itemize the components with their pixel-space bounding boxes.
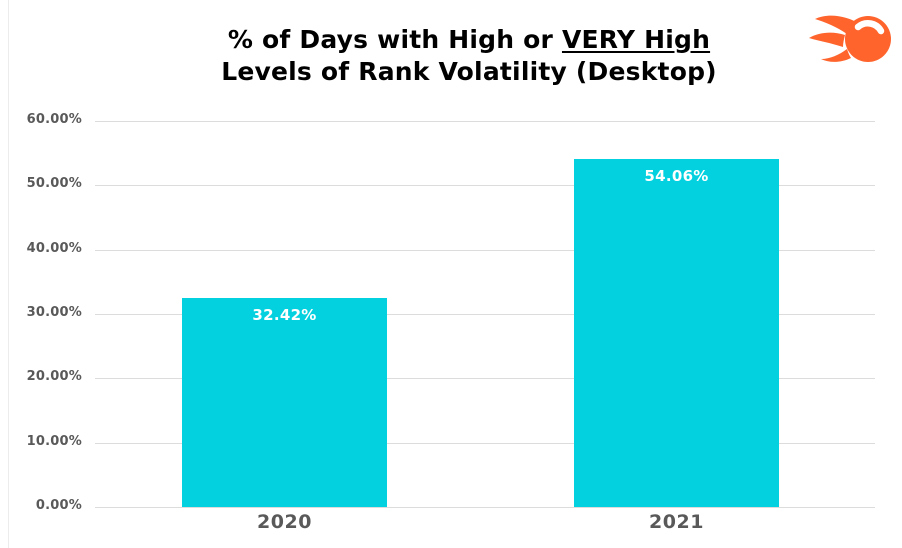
gridline-row-10: 10.00% [0,434,902,449]
gridline-row-30: 30.00% [0,305,902,320]
x-axis-label-2020: 2020 [257,511,312,533]
gridline-row-50: 50.00% [0,176,902,191]
bar-2020: 32.42% [182,298,387,507]
x-axis-label-2021: 2021 [649,511,704,533]
gridline-row-60: 60.00% [0,112,902,127]
chart-title: % of Days with High or VERY High Levels … [0,24,902,88]
y-axis-tick-label: 60.00% [26,112,82,127]
semrush-logo-icon [809,15,891,62]
y-axis-tick-label: 10.00% [26,434,82,449]
logo-ball-highlight [854,20,885,35]
y-axis-tick-label: 30.00% [26,305,82,320]
gridline-row-0: 0.00% [0,498,902,513]
gridline [95,314,875,315]
y-axis-tick-label: 0.00% [35,498,82,513]
chart-title-line1-prefix: % of Days with High or [227,25,562,54]
gridline [95,443,875,444]
gridline [95,121,875,122]
gridline [95,185,875,186]
gridline-row-40: 40.00% [0,241,902,256]
chart-title-line2: Levels of Rank Volatility (Desktop) [221,57,717,86]
left-edge-border [8,0,9,548]
bar-value-label: 54.06% [644,167,709,185]
gridline [95,378,875,379]
y-axis-tick-label: 50.00% [26,176,82,191]
chart-title-underlined-text: VERY High [561,25,711,54]
y-axis-tick-label: 40.00% [26,241,82,256]
bar-value-label: 32.42% [252,306,317,324]
bar-2021: 54.06% [574,159,779,507]
logo-flame-shapes [809,15,891,62]
gridline [95,507,875,508]
gridline [95,250,875,251]
y-axis-tick-label: 20.00% [26,369,82,384]
gridline-row-20: 20.00% [0,369,902,384]
